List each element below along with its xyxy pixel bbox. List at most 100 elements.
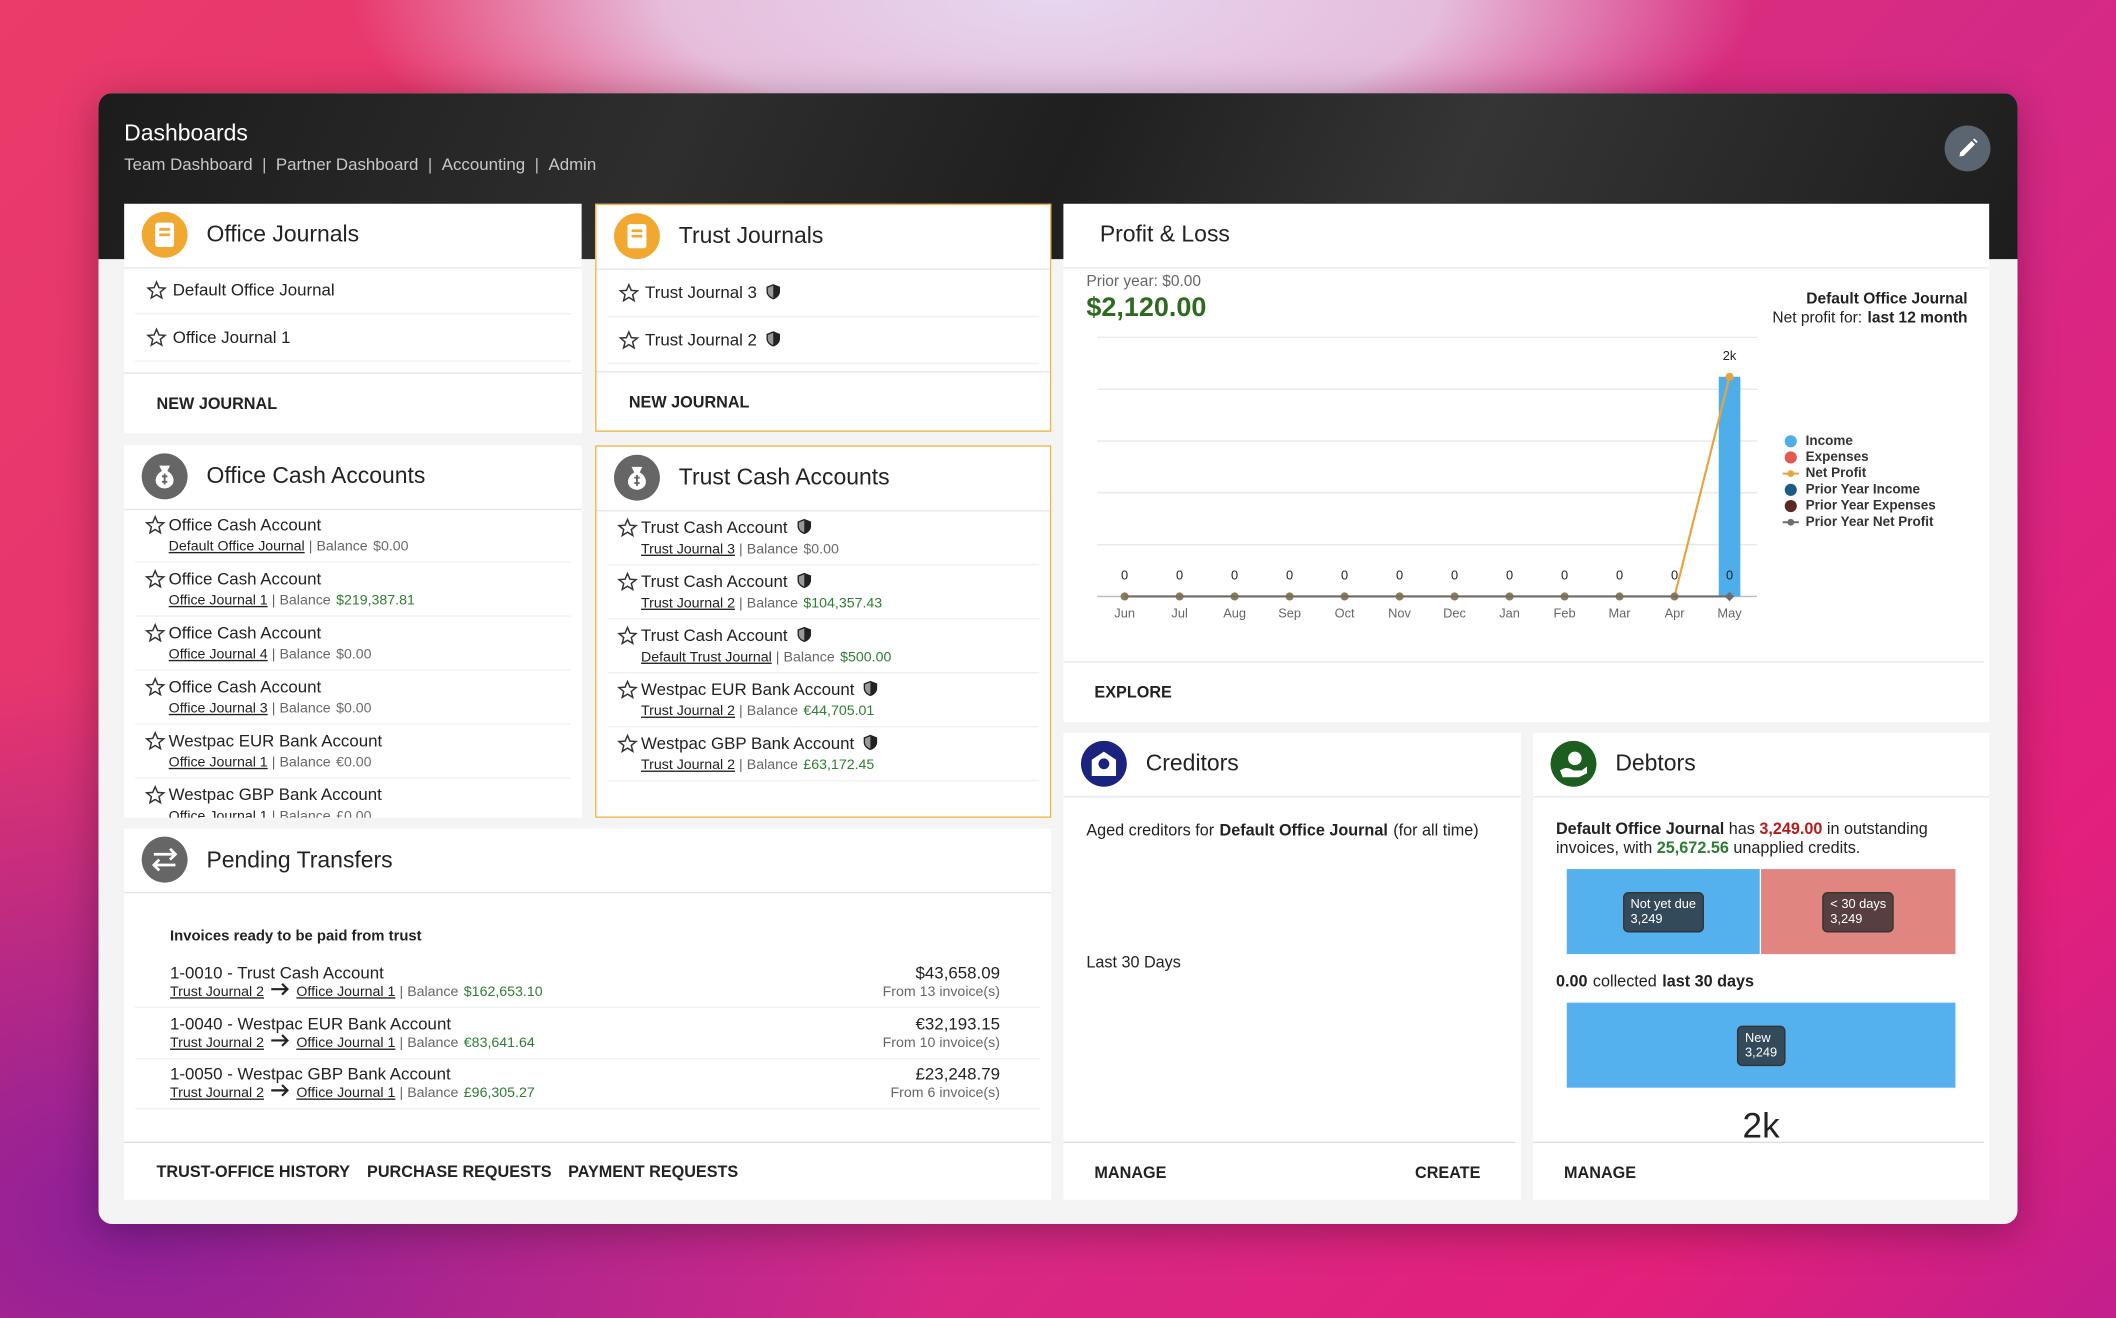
journal-link[interactable]: Trust Journal 2 xyxy=(641,757,735,774)
separator: | xyxy=(399,983,404,1000)
separator: | xyxy=(271,754,276,771)
shield-icon xyxy=(797,572,811,589)
journal-link[interactable]: Office Journal 1 xyxy=(168,808,268,818)
to-journal[interactable]: Office Journal 1 xyxy=(296,1084,396,1102)
account-name[interactable]: Office Cash Account xyxy=(168,515,322,535)
journal-link[interactable]: Trust Journal 2 xyxy=(641,595,735,612)
divider xyxy=(1063,796,1521,798)
value-label: 0 xyxy=(1616,568,1623,583)
balance-label: Balance xyxy=(746,541,798,558)
star xyxy=(144,730,166,751)
journal-link[interactable]: Office Journal 1 xyxy=(168,754,268,771)
glyph xyxy=(159,228,171,231)
account-name[interactable]: Trust Cash Account xyxy=(641,571,812,593)
account-name[interactable]: Office Cash Account xyxy=(168,677,322,697)
invoice-count: From 10 invoice(s) xyxy=(882,1034,1000,1051)
nav-link[interactable]: Admin xyxy=(548,155,597,175)
divider xyxy=(607,618,1040,620)
balance: $0.00 xyxy=(336,700,372,717)
star xyxy=(618,330,640,350)
x-tick-label: Oct xyxy=(1335,605,1355,620)
text: unapplied credits. xyxy=(1733,838,1861,857)
box-value: 3,249 xyxy=(1630,911,1663,927)
star-icon xyxy=(618,282,640,303)
debtors-summary: Default Office Journal has 3,249.00 in o… xyxy=(1556,819,1974,857)
journal-link[interactable]: Office Journal 1 xyxy=(168,592,268,609)
action-button[interactable]: TRUST-OFFICE HISTORY xyxy=(156,1161,350,1181)
to-journal[interactable]: Office Journal 1 xyxy=(296,983,396,1000)
account-name[interactable]: Westpac EUR Bank Account xyxy=(168,731,383,751)
value-label: 0 xyxy=(1561,568,1568,583)
to-journal[interactable]: Office Journal 1 xyxy=(296,1034,396,1051)
journal-link[interactable]: Office Journal 4 xyxy=(168,646,268,663)
journal-item[interactable]: Default Office Journal xyxy=(172,280,335,300)
account-name[interactable]: Westpac GBP Bank Account xyxy=(168,785,382,805)
balance-label: Balance xyxy=(279,646,331,663)
nav-link[interactable]: Team Dashboard xyxy=(124,155,253,175)
book-icon xyxy=(614,213,660,260)
collected-summary: 0.00 collected last 30 days xyxy=(1556,970,1754,992)
account-name[interactable]: Office Cash Account xyxy=(168,569,322,589)
shield-half xyxy=(798,628,804,641)
journal-link[interactable]: Trust Journal 2 xyxy=(641,703,735,720)
divider xyxy=(607,672,1040,674)
value-label: 0 xyxy=(1451,568,1458,583)
from-journal[interactable]: Trust Journal 2 xyxy=(170,983,265,1000)
account-name[interactable]: Office Cash Account xyxy=(168,623,322,643)
journal-item[interactable]: Office Journal 1 xyxy=(172,327,291,347)
subtitle: Invoices ready to be paid from trust xyxy=(170,928,422,945)
divider xyxy=(134,360,571,362)
card-title: Trust Cash Accounts xyxy=(678,464,890,490)
journal-item[interactable]: Trust Journal 3 xyxy=(645,282,781,304)
x-tick-label: Mar xyxy=(1609,605,1632,620)
divider xyxy=(134,723,571,725)
from-journal[interactable]: Trust Journal 2 xyxy=(170,1084,265,1102)
account-name[interactable]: Trust Cash Account xyxy=(641,517,812,539)
action-button[interactable]: PURCHASE REQUESTS xyxy=(367,1161,552,1181)
journal-item[interactable]: Trust Journal 2 xyxy=(645,329,781,351)
star xyxy=(617,571,638,592)
value-label: 2k xyxy=(1723,348,1737,363)
journal-link[interactable]: Default Office Journal xyxy=(168,538,305,555)
text: in outstanding invoices, with xyxy=(1555,819,1928,857)
from-journal[interactable]: Trust Journal 2 xyxy=(170,1034,265,1051)
action-button[interactable]: MANAGE xyxy=(1564,1163,1637,1183)
balance: $219,387.81 xyxy=(336,592,415,609)
divider xyxy=(124,267,582,269)
journal-link[interactable]: Trust Journal 3 xyxy=(641,541,735,558)
action-button[interactable]: NEW JOURNAL xyxy=(628,392,750,412)
action-button[interactable]: NEW JOURNAL xyxy=(156,394,278,413)
account-name[interactable]: Westpac EUR Bank Account xyxy=(641,679,879,701)
value-label: 0 xyxy=(1726,568,1733,583)
separator: | xyxy=(739,757,743,774)
glyph xyxy=(634,475,640,486)
divider xyxy=(1533,796,1990,798)
value-label: 0 xyxy=(1506,568,1513,583)
profit-loss-card: Profit & Loss Prior year: $0.00 $2,120.00 D… xyxy=(1063,203,1990,722)
action-button[interactable]: EXPLORE xyxy=(1094,682,1172,702)
outstanding: 3,249.00 xyxy=(1759,819,1823,839)
balance: $0.00 xyxy=(373,538,409,555)
journal-link[interactable]: Default Trust Journal xyxy=(641,649,772,666)
divider xyxy=(1063,661,1984,663)
divider xyxy=(124,892,1052,894)
account-name[interactable]: Trust Cash Account xyxy=(641,625,812,647)
nav-link[interactable]: Accounting xyxy=(441,155,526,175)
box-label: < 30 days 3,249 xyxy=(1822,891,1895,932)
balance: $0.00 xyxy=(336,646,372,663)
action-button[interactable]: PAYMENT REQUESTS xyxy=(568,1161,739,1181)
journal-link[interactable]: Office Journal 3 xyxy=(168,700,268,717)
arrow-icon xyxy=(270,1084,289,1097)
divider xyxy=(134,777,571,779)
divider xyxy=(596,371,1050,373)
nav-link[interactable]: Partner Dashboard xyxy=(275,155,419,175)
edit-button[interactable] xyxy=(1944,125,1991,172)
account-name[interactable]: Westpac GBP Bank Account xyxy=(641,733,878,755)
separator: | xyxy=(271,592,276,609)
action-button[interactable]: CREATE xyxy=(1415,1163,1481,1183)
bag-icon xyxy=(141,453,188,500)
action-button[interactable]: MANAGE xyxy=(1094,1163,1167,1183)
separator: | xyxy=(271,700,276,717)
balance: €0.00 xyxy=(336,754,372,771)
